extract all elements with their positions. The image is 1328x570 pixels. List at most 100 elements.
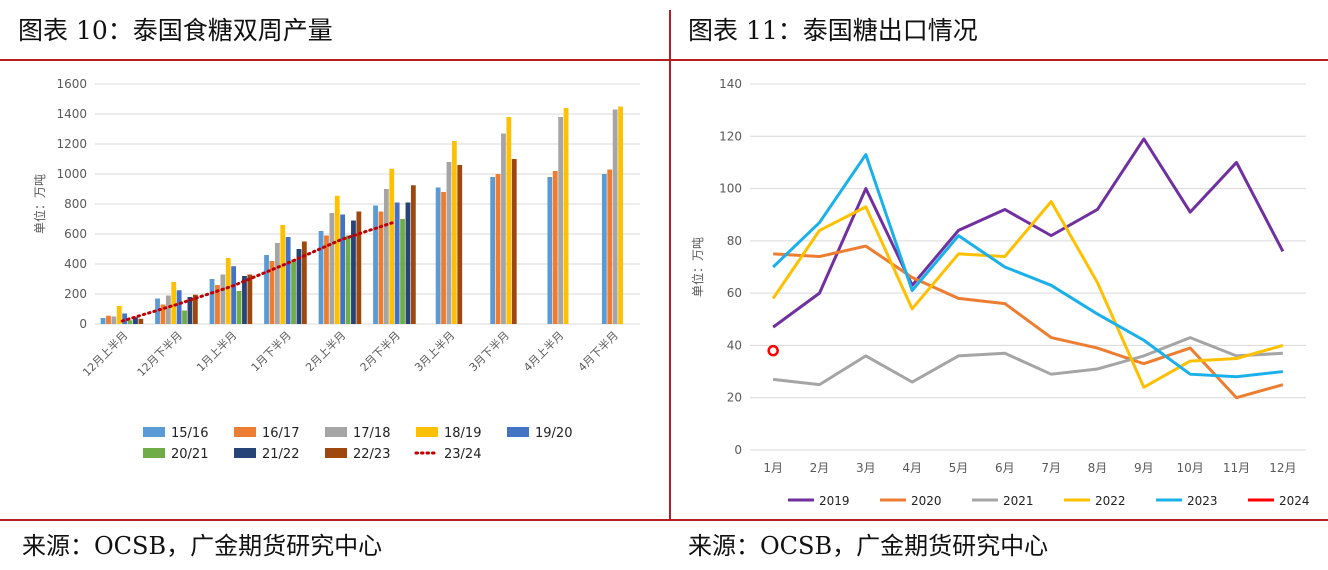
bar <box>209 279 215 324</box>
bar <box>187 297 193 324</box>
left-panel-title: 图表 10：泰国食糖双周产量 <box>18 16 333 45</box>
left-source-note: 来源：OCSB，广金期货研究中心 <box>22 532 383 560</box>
series-line-2020 <box>773 244 1284 400</box>
bar <box>274 243 280 324</box>
bar <box>192 294 198 324</box>
x-tick-label: 4月 <box>902 461 922 475</box>
y-tick-label: 400 <box>64 257 87 271</box>
x-tick-label: 2月下半月 <box>357 328 403 374</box>
bar <box>296 249 302 324</box>
y-tick-label: 100 <box>719 182 742 196</box>
x-tick-label: 2月上半月 <box>302 328 348 374</box>
bar <box>329 213 335 324</box>
y-tick-label: 1400 <box>56 107 87 121</box>
bar <box>280 225 286 324</box>
legend-label: 19/20 <box>535 426 572 441</box>
legend-swatch <box>325 448 347 458</box>
bar <box>410 185 416 324</box>
x-tick-label: 1月下半月 <box>248 328 294 374</box>
legend-swatch <box>234 448 256 458</box>
legend-swatch <box>234 427 256 437</box>
x-tick-label: 3月下半月 <box>466 328 512 374</box>
legend-label: 21/22 <box>262 447 299 462</box>
bar <box>225 258 231 324</box>
bar <box>247 274 253 324</box>
bar <box>601 174 607 324</box>
header-rule <box>0 59 1328 61</box>
bar <box>506 117 512 324</box>
bar <box>122 313 128 324</box>
x-tick-label: 12月下半月 <box>134 328 185 379</box>
bar <box>160 304 166 324</box>
bar <box>356 211 362 324</box>
y-tick-label: 1600 <box>56 77 87 91</box>
y-tick-label: 1200 <box>56 137 87 151</box>
bar <box>138 318 144 324</box>
y-tick-label: 80 <box>727 234 742 248</box>
x-tick-label: 3月上半月 <box>411 328 457 374</box>
legend-label: 15/16 <box>171 426 208 441</box>
bar <box>389 168 395 324</box>
legend-label: 2023 <box>1187 494 1218 508</box>
legend-label: 16/17 <box>262 426 299 441</box>
bar <box>133 317 138 324</box>
bar <box>301 241 307 324</box>
y-tick-label: 1000 <box>56 167 87 181</box>
legend-label: 2019 <box>819 494 850 508</box>
series-line-23-24 <box>120 220 397 323</box>
line-chart: 0 20 40 60 80 100 120 140 单位：万吨 1月 2月 3月 4月 5月 6月 7月 8月 9… <box>690 77 1310 508</box>
y-tick-label: 120 <box>719 129 742 143</box>
legend-label: 17/18 <box>353 426 390 441</box>
right-source-note: 来源：OCSB，广金期货研究中心 <box>688 532 1049 560</box>
y-tick-label: 800 <box>64 197 87 211</box>
bar <box>165 295 171 324</box>
y-tick-label: 200 <box>64 287 87 301</box>
legend-label: 18/19 <box>444 426 481 441</box>
y-tick-label: 60 <box>727 286 742 300</box>
series-line-2021 <box>772 336 1283 387</box>
bar <box>242 276 247 324</box>
bar <box>435 187 441 324</box>
legend-label: 20/21 <box>171 447 208 462</box>
x-tick-label: 4月下半月 <box>575 328 621 374</box>
bar <box>215 285 220 324</box>
bar <box>511 159 517 324</box>
bar <box>176 290 182 324</box>
panel-divider <box>669 10 671 520</box>
legend-swatch <box>416 427 438 437</box>
bar <box>451 141 457 324</box>
legend-label: 2020 <box>911 494 942 508</box>
bar <box>547 177 553 324</box>
bar <box>269 261 275 324</box>
bar <box>182 310 187 324</box>
bar <box>231 266 237 324</box>
y-tick-label: 20 <box>727 391 742 405</box>
bar <box>340 214 346 324</box>
bar <box>446 162 452 324</box>
bar <box>264 255 269 324</box>
bar <box>334 195 340 324</box>
bar <box>318 231 324 324</box>
x-tick-label: 10月 <box>1177 461 1204 475</box>
bar <box>383 189 389 324</box>
bar <box>127 320 133 324</box>
bar <box>324 235 329 324</box>
bar <box>490 177 496 324</box>
bar <box>558 117 564 324</box>
series-point-2024 <box>767 344 779 357</box>
x-tick-label: 11月 <box>1223 461 1250 475</box>
bar <box>351 220 356 324</box>
bar <box>552 171 558 324</box>
legend-label: 2022 <box>1095 494 1126 508</box>
y-tick-label: 600 <box>64 227 87 241</box>
bar <box>378 211 384 324</box>
x-tick-label: 1月上半月 <box>193 328 239 374</box>
bar <box>236 291 242 324</box>
bar <box>373 205 378 324</box>
bar <box>291 259 296 324</box>
y-tick-label: 0 <box>79 317 87 331</box>
legend-label: 2021 <box>1003 494 1034 508</box>
series-line-2019 <box>772 137 1285 329</box>
legend-label: 22/23 <box>353 447 390 462</box>
legend-swatch <box>507 427 529 437</box>
